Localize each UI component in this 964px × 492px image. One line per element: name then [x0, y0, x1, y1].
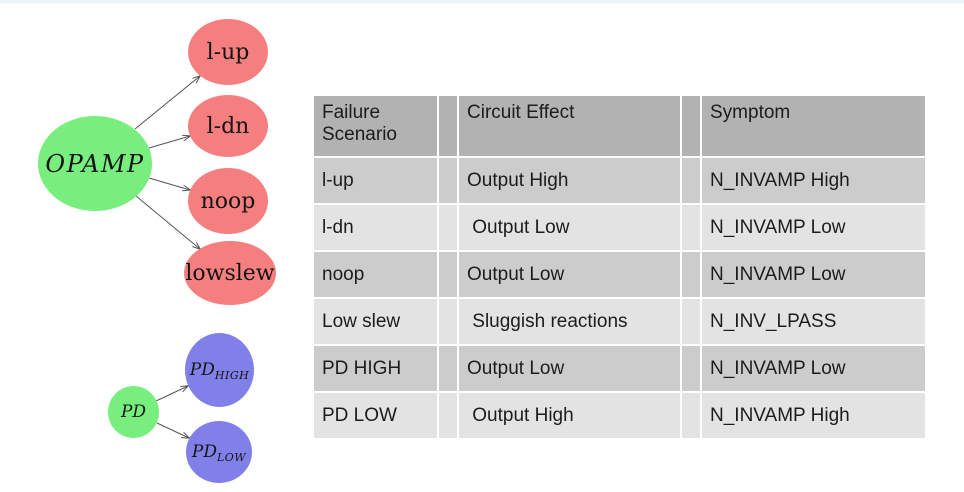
cell-effect: Output Low	[459, 205, 680, 250]
spacer-cell	[439, 158, 457, 203]
cell-scenario: PD HIGH	[314, 346, 437, 391]
node-pd-label: PD	[120, 402, 147, 422]
node-pd-high-base: PD	[189, 360, 215, 380]
table-row: PD LOW Output High N_INVAMP High	[314, 393, 925, 438]
spacer-cell	[682, 158, 700, 203]
spacer-cell	[682, 252, 700, 297]
table-row: PD HIGH Output Low N_INVAMP Low	[314, 346, 925, 391]
table-row: noop Output Low N_INVAMP Low	[314, 252, 925, 297]
node-pd-high: PDHIGH	[185, 333, 254, 407]
table-row: l-dn Output Low N_INVAMP Low	[314, 205, 925, 250]
cell-symptom: N_INV_LPASS	[702, 299, 925, 344]
cell-symptom: N_INVAMP High	[702, 158, 925, 203]
cell-symptom: N_INVAMP High	[702, 393, 925, 438]
node-pd-low-base: PD	[191, 442, 217, 462]
node-lowslew: lowslew	[184, 241, 276, 305]
table-header-row: Failure Scenario Circuit Effect Symptom	[314, 96, 925, 156]
node-opamp: OPAMP	[38, 116, 152, 211]
node-pd-low: PDLOW	[186, 421, 252, 483]
cell-scenario: Low slew	[314, 299, 437, 344]
spacer-cell	[682, 299, 700, 344]
cell-effect: Output High	[459, 393, 680, 438]
node-pd-low-subscript: LOW	[216, 451, 247, 464]
node-noop-label: noop	[200, 188, 256, 214]
col-header-circuit-effect: Circuit Effect	[459, 96, 680, 156]
node-pd-low-label: PDLOW	[191, 442, 247, 464]
node-pd-high-subscript: HIGH	[214, 369, 250, 382]
node-l-dn: l-dn	[188, 95, 268, 157]
cell-effect: Output Low	[459, 252, 680, 297]
spacer-cell	[439, 252, 457, 297]
edge-pd-pdlow	[156, 422, 189, 438]
cell-effect: Sluggish reactions	[459, 299, 680, 344]
node-l-up-label: l-up	[206, 39, 250, 65]
cell-symptom: N_INVAMP Low	[702, 346, 925, 391]
edge-opamp-noop	[148, 177, 190, 190]
header-spacer-cell	[682, 96, 700, 156]
col-header-failure-scenario: Failure Scenario	[314, 96, 437, 156]
node-l-dn-label: l-dn	[206, 113, 250, 139]
cell-scenario: noop	[314, 252, 437, 297]
cell-scenario: PD LOW	[314, 393, 437, 438]
spacer-cell	[439, 346, 457, 391]
node-noop: noop	[188, 168, 268, 234]
node-lowslew-label: lowslew	[185, 260, 275, 286]
node-l-up: l-up	[188, 19, 268, 85]
table-row: l-up Output High N_INVAMP High	[314, 158, 925, 203]
cell-scenario: l-dn	[314, 205, 437, 250]
spacer-cell	[682, 346, 700, 391]
cell-scenario: l-up	[314, 158, 437, 203]
edge-opamp-ldn	[148, 136, 190, 149]
table-row: Low slew Sluggish reactions N_INV_LPASS	[314, 299, 925, 344]
failure-scenario-table: Failure Scenario Circuit Effect Symptom …	[312, 94, 927, 440]
spacer-cell	[682, 205, 700, 250]
spacer-cell	[439, 205, 457, 250]
spacer-cell	[682, 393, 700, 438]
spacer-cell	[439, 393, 457, 438]
cell-effect: Output Low	[459, 346, 680, 391]
header-spacer-cell	[439, 96, 457, 156]
cell-symptom: N_INVAMP Low	[702, 252, 925, 297]
col-header-symptom: Symptom	[702, 96, 925, 156]
top-border-strip	[0, 0, 964, 3]
edge-pd-pdhigh	[155, 386, 188, 402]
node-pd-high-label: PDHIGH	[189, 360, 250, 382]
node-opamp-label: OPAMP	[45, 149, 145, 178]
spacer-cell	[439, 299, 457, 344]
node-pd: PD	[108, 386, 159, 438]
cell-effect: Output High	[459, 158, 680, 203]
cell-symptom: N_INVAMP Low	[702, 205, 925, 250]
